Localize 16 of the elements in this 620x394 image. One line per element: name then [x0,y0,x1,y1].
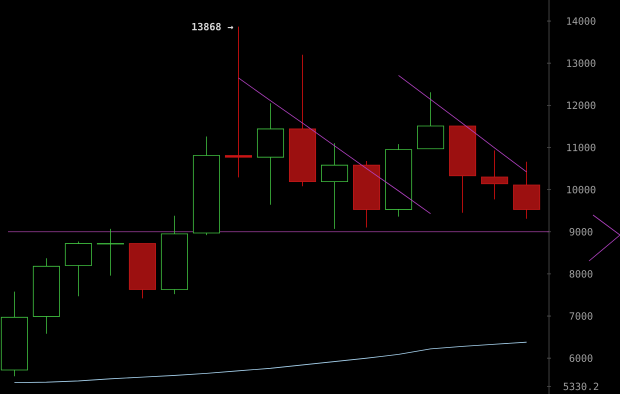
candlestick [481,150,508,200]
y-tick-label: 12000 [567,102,596,110]
line-series [14,342,527,384]
y-tick-label: 8000 [570,270,592,278]
y-tick-label: 11000 [567,144,596,152]
y-tick-label: 9000 [570,228,592,236]
y-tick-label: 13000 [567,59,596,67]
y-tick-label: 14000 [567,17,596,25]
y-tick-label: 7000 [570,312,592,320]
y-tick-label: 5330.2 [564,382,598,390]
candlestick [96,228,124,276]
y-tick-label: 10000 [567,186,596,194]
annotation: 13868 → [192,22,234,30]
y-tick-label: 6000 [570,354,592,362]
candlestick [224,26,252,178]
line-series [238,78,431,214]
